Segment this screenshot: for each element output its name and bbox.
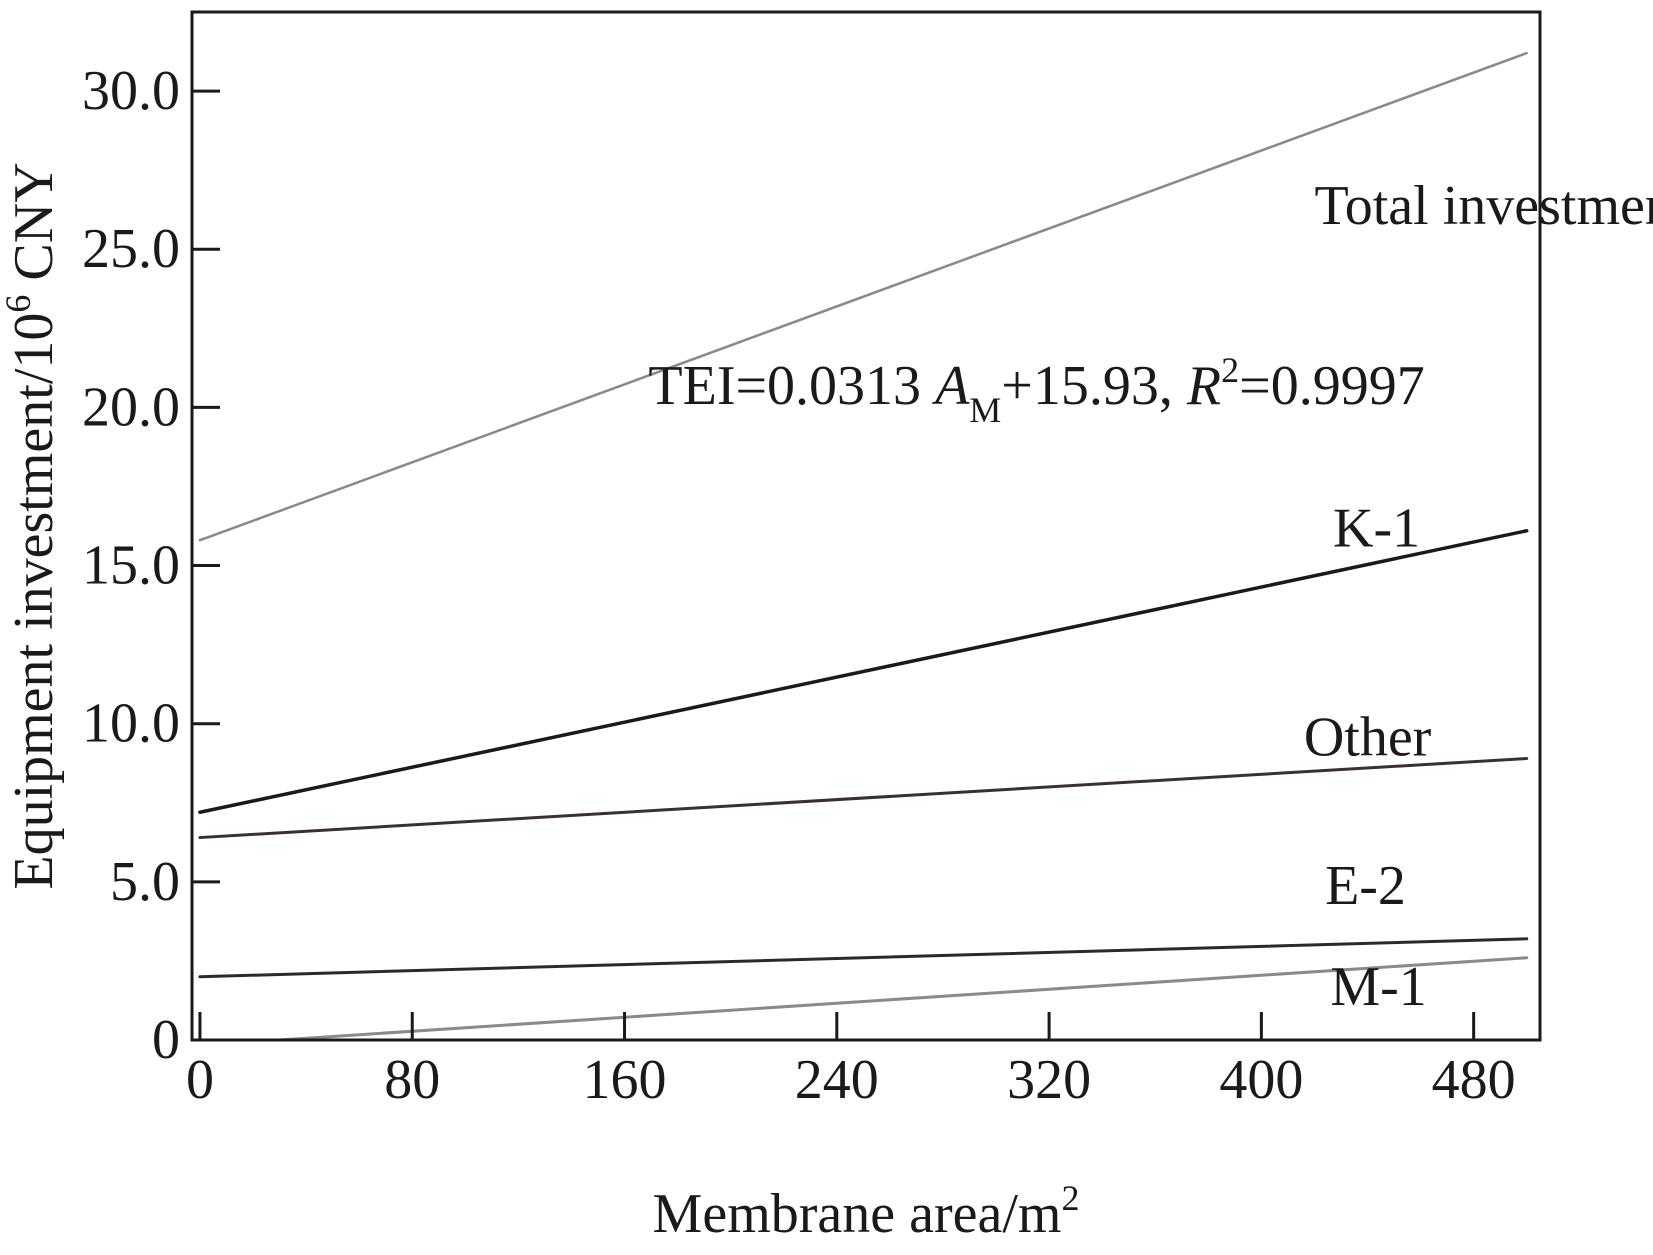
- x-axis-title: Membrane area/m2: [653, 1178, 1080, 1245]
- plot-frame: [190, 10, 1542, 1042]
- x-axis-title-text: Membrane area/m: [653, 1183, 1062, 1245]
- x-tick-label: 240: [795, 1049, 879, 1111]
- series-label-total-investment: Total investment: [1314, 175, 1653, 237]
- series-label-e-2: E-2: [1325, 855, 1406, 917]
- regression-equation-pre: TEI=0.0313: [648, 355, 935, 417]
- regression-equation-post: =0.9997: [1239, 355, 1425, 417]
- y-axis-ticks: 0 5.0 10.0 15.0 20.0 25.0 30.0: [82, 60, 220, 1071]
- x-axis-ticks: 0 80 160 240 320 400 480: [186, 1012, 1516, 1111]
- x-tick-label: 0: [186, 1049, 214, 1111]
- y-axis-title-suffix: CNY: [3, 162, 65, 294]
- series-line-e-2: [198, 937, 1529, 979]
- x-tick-label: 480: [1432, 1049, 1516, 1111]
- y-axis-title: Equipment investment/106 CNY: [0, 162, 65, 889]
- regression-equation-variable-subscript: M: [969, 390, 1001, 430]
- y-tick-label: 0: [152, 1009, 180, 1071]
- series-label-k-1: K-1: [1333, 498, 1420, 560]
- x-axis-title-superscript: 2: [1061, 1178, 1079, 1218]
- y-tick-label: 15.0: [82, 535, 180, 597]
- x-tick-label: 320: [1007, 1049, 1091, 1111]
- series-line-k-1: [198, 528, 1529, 815]
- regression-equation-r-superscript: 2: [1221, 350, 1239, 390]
- series-line-other: [198, 756, 1529, 840]
- series-label-m-1: M-1: [1330, 956, 1426, 1018]
- x-tick-label: 160: [583, 1049, 667, 1111]
- regression-equation-variable: A: [931, 355, 970, 417]
- y-axis-title-superscript: 6: [0, 295, 38, 313]
- regression-equation-r: R: [1186, 355, 1221, 417]
- regression-equation: TEI=0.0313 AM+15.93, R2=0.9997: [648, 350, 1424, 430]
- regression-equation-mid: +15.93,: [1001, 355, 1187, 417]
- series-labels: Total investment K-1 Other E-2 M-1: [1304, 175, 1653, 1018]
- y-tick-label: 30.0: [82, 60, 180, 122]
- y-tick-label: 25.0: [82, 218, 180, 280]
- y-tick-label: 20.0: [82, 376, 180, 438]
- y-tick-label: 10.0: [82, 693, 180, 755]
- series-line-total-investment: [198, 51, 1528, 542]
- x-tick-label: 400: [1219, 1049, 1303, 1111]
- y-axis-title-prefix: Equipment investment/10: [3, 313, 65, 890]
- y-tick-label: 5.0: [110, 851, 180, 913]
- x-tick-label: 80: [384, 1049, 440, 1111]
- series-label-other: Other: [1304, 706, 1432, 768]
